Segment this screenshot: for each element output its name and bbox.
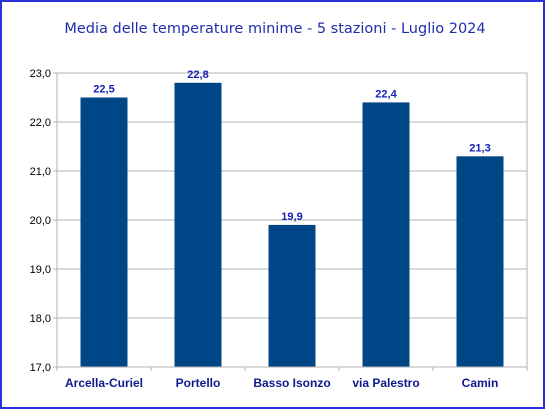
bar <box>174 82 222 368</box>
y-tick-label: 18,0 <box>30 313 51 325</box>
bar-value-label: 19,9 <box>281 211 302 223</box>
y-tick-label: 21,0 <box>30 166 51 178</box>
y-tick-label: 22,0 <box>30 117 51 129</box>
bar <box>456 156 504 367</box>
bar-value-label: 21,3 <box>469 142 490 154</box>
data-labels: 22,5 22,8 19,9 22,4 21,3 <box>93 69 490 223</box>
chart-title: Media delle temperature minime - 5 stazi… <box>64 21 485 37</box>
bar-value-label: 22,4 <box>375 88 397 100</box>
y-axis-ticks: 17,0 18,0 19,0 20,0 21,0 22,0 23,0 <box>30 68 51 374</box>
category-label: via Palestro <box>352 376 419 390</box>
y-tick-label: 19,0 <box>30 264 51 276</box>
y-tick-label: 20,0 <box>30 215 51 227</box>
y-tick-label: 17,0 <box>30 362 51 374</box>
bar-value-label: 22,5 <box>93 84 114 96</box>
bar <box>362 102 410 368</box>
category-label: Camin <box>462 376 499 390</box>
category-label: Portello <box>176 376 221 390</box>
y-tick-label: 23,0 <box>30 68 51 80</box>
bar <box>80 97 128 367</box>
bar <box>268 224 316 367</box>
x-axis-categories: Arcella-Curiel Portello Basso Isonzo via Pa… <box>56 367 528 390</box>
bars <box>80 82 504 368</box>
category-label: Basso Isonzo <box>253 376 330 390</box>
category-label: Arcella-Curiel <box>65 376 143 390</box>
bar-value-label: 22,8 <box>187 69 208 81</box>
